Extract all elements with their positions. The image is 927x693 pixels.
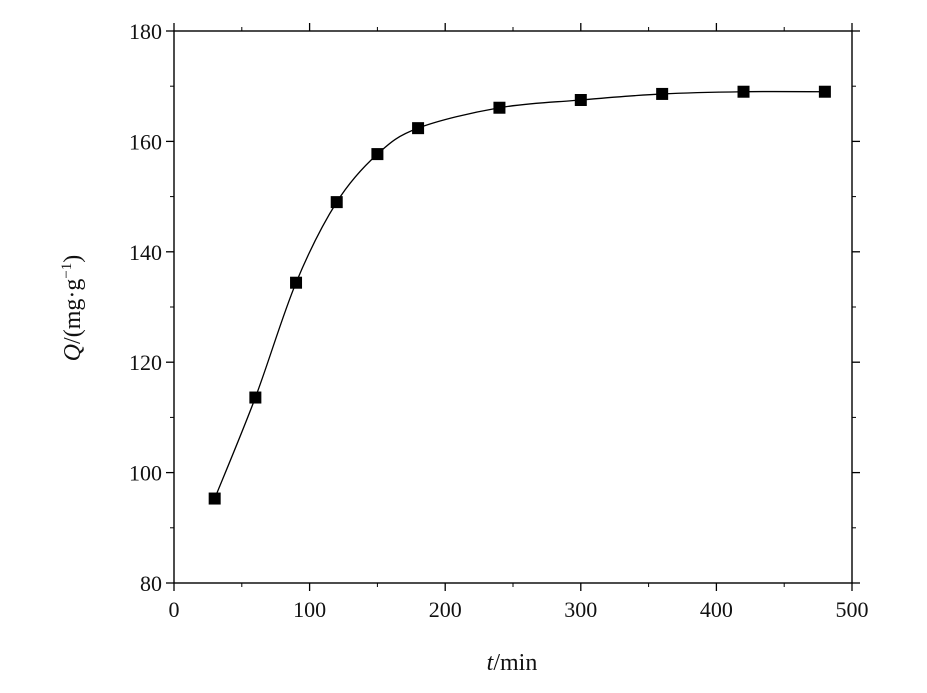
x-axis-title: t/min bbox=[487, 650, 538, 676]
data-point-marker bbox=[818, 85, 831, 98]
data-point-marker bbox=[493, 101, 506, 114]
y-axis-title-var: Q bbox=[60, 344, 86, 361]
x-axis-title-unit: /min bbox=[493, 650, 537, 676]
ticks: 0 100 200 300 400 500 80 100 120 140 160 180 bbox=[129, 19, 869, 622]
y-tick-label: 80 bbox=[140, 571, 162, 596]
y-tick-label: 120 bbox=[129, 350, 162, 375]
data-point-marker bbox=[574, 94, 587, 106]
data-point-marker bbox=[290, 276, 303, 289]
x-tick-label: 300 bbox=[564, 597, 597, 622]
axes bbox=[173, 30, 853, 584]
series-line bbox=[214, 90, 825, 499]
series-layer bbox=[208, 85, 831, 505]
x-tick-label: 100 bbox=[293, 597, 326, 622]
y-tick-label: 140 bbox=[129, 240, 162, 265]
y-tick-label: 160 bbox=[129, 129, 162, 154]
data-point-marker bbox=[656, 87, 669, 100]
x-axis-title-var: t bbox=[487, 650, 495, 676]
y-tick-label: 180 bbox=[129, 19, 162, 44]
y-axis-title-close: ) bbox=[60, 255, 86, 263]
x-tick-label: 500 bbox=[836, 597, 869, 622]
y-axis-title: Q/(mg·g−1) bbox=[59, 255, 86, 362]
data-point-marker bbox=[412, 122, 425, 135]
x-tick-label: 200 bbox=[429, 597, 462, 622]
y-axis-title-sup: −1 bbox=[59, 263, 75, 279]
y-tick-label: 100 bbox=[129, 461, 162, 486]
data-point-marker bbox=[737, 85, 750, 98]
x-tick-label: 0 bbox=[169, 597, 180, 622]
data-point-marker bbox=[249, 391, 262, 404]
y-axis-title-unit: /(mg·g bbox=[60, 279, 86, 344]
data-point-marker bbox=[371, 148, 384, 161]
plot-frame bbox=[173, 30, 853, 584]
x-tick-label: 400 bbox=[700, 597, 733, 622]
data-point-marker bbox=[208, 492, 221, 505]
data-point-marker bbox=[330, 196, 343, 209]
